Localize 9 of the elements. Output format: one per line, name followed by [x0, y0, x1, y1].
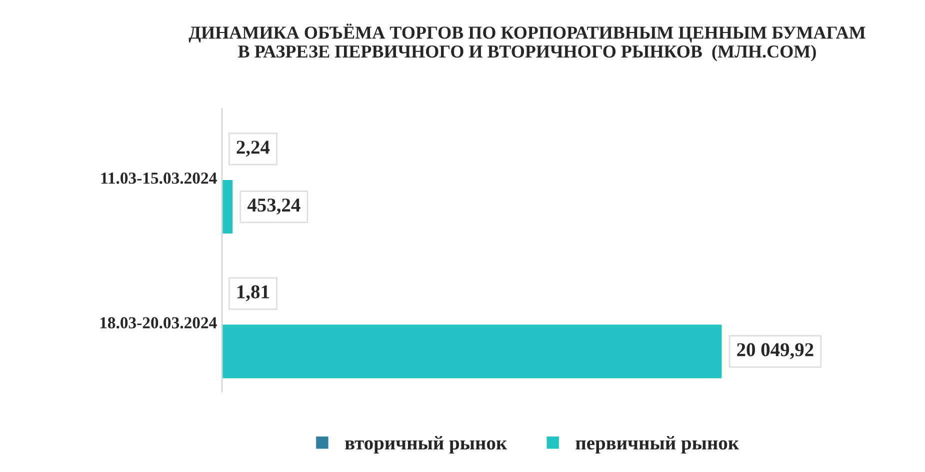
- chart-title: ДИНАМИКА ОБЪЁМА ТОРГОВ ПО КОРПОРАТИВНЫМ ЦЕННЫМ БУМАГАМ В РАЗРЕЗЕ ПЕРВИЧНОГО И ВТОРИЧНОГО РЫНКОВ (МЛН.СОМ): [188, 24, 866, 62]
- y-tick-label: 18.03-20.03.2024: [100, 317, 217, 328]
- data-label: 1,81: [237, 285, 269, 302]
- y-tick-label: 11.03-15.03.2024: [101, 172, 217, 184]
- legend-label: первичный рынок: [576, 436, 740, 454]
- data-label: 20 049,92: [737, 343, 814, 360]
- data-label: 2,24: [236, 140, 270, 157]
- data-label: 453,24: [247, 198, 300, 214]
- legend-label: вторичный рынок: [345, 436, 508, 454]
